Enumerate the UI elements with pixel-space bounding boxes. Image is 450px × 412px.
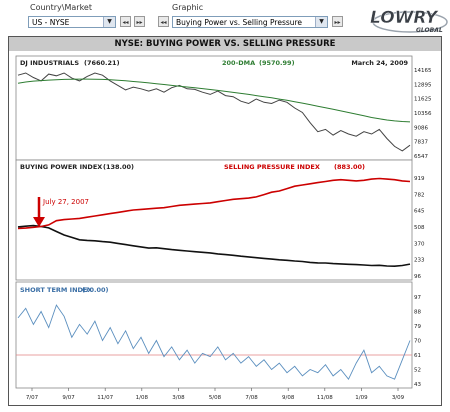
country-label: Country\Market: [30, 3, 92, 12]
short-ytick: 88: [414, 310, 421, 316]
buying-label: BUYING POWER INDEX: [20, 163, 102, 171]
short-ytick: 79: [414, 324, 421, 330]
logo-sub: GLOBAL: [416, 27, 443, 34]
annotation-text: July 27, 2007: [42, 198, 89, 206]
country-select-value: US - NYSE: [32, 18, 70, 27]
dma-line: [17, 78, 411, 123]
short-ytick: 43: [414, 382, 421, 388]
dji-ytick: 6547: [414, 154, 428, 160]
power-ytick: 645: [414, 209, 425, 215]
power-ytick: 233: [414, 258, 425, 264]
selling-value: (883.00): [334, 163, 365, 171]
dji-value: (7660.21): [84, 59, 120, 67]
dma-value: (9570.99): [259, 59, 295, 67]
dji-ytick: 12895: [414, 82, 432, 88]
power-ytick: 508: [414, 225, 425, 231]
chevron-down-icon[interactable]: ▼: [315, 17, 327, 27]
short-line: [17, 304, 411, 381]
chart-title: NYSE: BUYING POWER VS. SELLING PRESSURE: [9, 37, 441, 51]
dji-panel: [15, 55, 413, 161]
graphic-next-button[interactable]: ▸▸: [332, 16, 343, 27]
buying-value: (138.00): [103, 163, 134, 171]
dma-label: 200-DMA: [222, 59, 255, 67]
dji-ytick: 11625: [414, 97, 432, 103]
xtick-label: 5/08: [209, 395, 222, 401]
xtick-label: 9/07: [62, 395, 75, 401]
date-label: March 24, 2009: [351, 59, 408, 67]
power-panel: [15, 159, 413, 281]
xtick-label: 1/09: [355, 395, 368, 401]
power-ytick: 370: [414, 241, 425, 247]
short-ytick: 52: [414, 368, 421, 374]
graphic-label: Graphic: [172, 3, 204, 12]
power-ytick: 782: [414, 192, 425, 198]
power-ytick: 919: [414, 176, 425, 182]
selling-line: [17, 177, 411, 230]
dji-ytick: 10356: [414, 111, 432, 117]
dji-ytick: 9086: [414, 125, 428, 131]
country-next-button[interactable]: ▸▸: [134, 16, 145, 27]
buying-line: [17, 224, 411, 268]
short-value: (70.00): [82, 286, 109, 294]
short-label: SHORT TERM INDEX: [20, 286, 92, 294]
power-ytick: 96: [414, 274, 421, 280]
xtick-label: 11/08: [317, 395, 333, 401]
xtick-label: 9/08: [282, 395, 295, 401]
short-ytick: 61: [414, 353, 421, 359]
country-select[interactable]: US - NYSE ▼: [28, 16, 116, 28]
dji-ytick: 14165: [414, 68, 432, 74]
country-prev-button[interactable]: ◂◂: [120, 16, 131, 27]
xtick-label: 1/08: [136, 395, 149, 401]
short-panel: [15, 281, 413, 389]
lowry-logo: LOWRY GLOBAL: [370, 8, 448, 34]
chevron-down-icon[interactable]: ▼: [103, 17, 115, 27]
logo-text: LOWRY: [370, 8, 439, 28]
short-ytick: 97: [414, 295, 421, 301]
selling-label: SELLING PRESSURE INDEX: [224, 163, 320, 171]
xtick-label: 7/07: [26, 395, 39, 401]
xtick-label: 11/07: [97, 395, 113, 401]
xtick-label: 3/09: [392, 395, 405, 401]
dji-ytick: 7837: [414, 139, 428, 145]
graphic-select[interactable]: Buying Power vs. Selling Pressure ▼: [172, 16, 328, 28]
graphic-prev-button[interactable]: ◂◂: [158, 16, 169, 27]
graphic-select-value: Buying Power vs. Selling Pressure: [176, 18, 303, 27]
dji-label: DJ INDUSTRIALS: [20, 59, 79, 67]
xtick-label: 3/08: [172, 395, 185, 401]
annotation-arrow-icon: [33, 217, 45, 227]
short-ytick: 70: [414, 339, 421, 345]
xtick-label: 7/08: [245, 395, 258, 401]
